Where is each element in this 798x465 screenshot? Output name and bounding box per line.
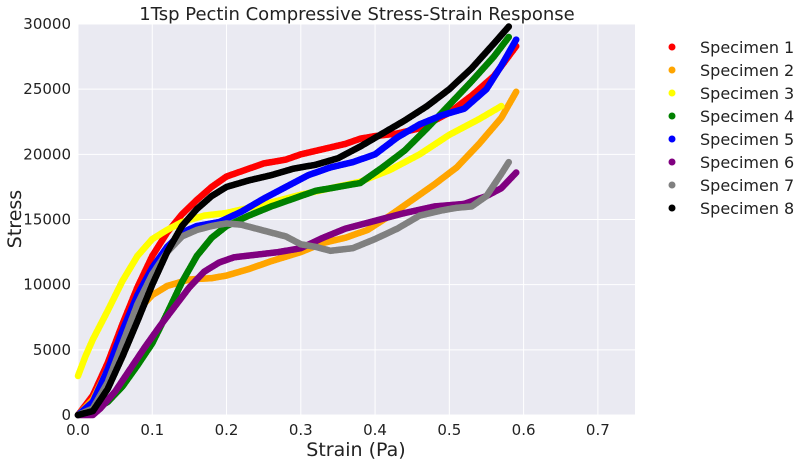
legend-label: Specimen 7 (700, 176, 794, 195)
legend-item: Specimen 3 (668, 84, 794, 103)
data-point (512, 36, 520, 43)
legend-item: Specimen 5 (668, 130, 794, 149)
legend-label: Specimen 6 (700, 153, 794, 172)
x-tick-label: 0.2 (215, 421, 239, 439)
legend-label: Specimen 2 (700, 61, 794, 80)
x-axis-label: Strain (Pa) (306, 439, 405, 461)
data-point (505, 158, 513, 166)
y-axis-label: Stress (4, 190, 26, 248)
x-tick-label: 0.5 (437, 421, 461, 439)
legend-label: Specimen 3 (700, 84, 794, 103)
legend-item: Specimen 4 (668, 107, 794, 126)
y-tick-label: 20000 (23, 145, 71, 163)
legend-item: Specimen 1 (668, 38, 794, 57)
legend-label: Specimen 1 (700, 38, 794, 57)
legend-label: Specimen 4 (700, 107, 794, 126)
data-point (512, 88, 520, 96)
grid-lines (77, 23, 635, 416)
x-tick-label: 0.7 (586, 421, 610, 439)
legend-marker (668, 43, 676, 51)
data-point (505, 23, 513, 30)
data-series (74, 23, 520, 419)
x-tick-label: 0.0 (66, 421, 90, 439)
y-tick-label: 5000 (33, 341, 71, 359)
series-8 (74, 23, 513, 419)
legend-marker (668, 89, 676, 97)
legend-item: Specimen 6 (668, 153, 794, 172)
y-tick-label: 10000 (23, 276, 71, 294)
y-tick-label: 15000 (23, 211, 71, 229)
legend-item: Specimen 8 (668, 199, 794, 218)
x-tick-labels: 0.0 0.1 0.2 0.3 0.4 0.5 0.6 0.7 (66, 421, 610, 439)
y-tick-label: 25000 (23, 80, 71, 98)
x-tick-label: 0.1 (140, 421, 164, 439)
legend: Specimen 1 Specimen 2 Specimen 3 Specimen 4… (668, 38, 794, 218)
data-point (498, 102, 505, 110)
y-tick-labels: 0 5000 10000 15000 20000 25000 30000 (23, 15, 71, 424)
legend-marker (668, 204, 676, 212)
data-point (505, 33, 513, 41)
legend-marker (668, 181, 676, 189)
x-tick-label: 0.4 (363, 421, 387, 439)
legend-marker (668, 135, 676, 143)
x-tick-label: 0.3 (289, 421, 313, 439)
legend-item: Specimen 2 (668, 61, 794, 80)
legend-marker (668, 112, 676, 120)
data-point (512, 169, 520, 176)
chart-title: 1Tsp Pectin Compressive Stress-Strain Re… (139, 4, 575, 25)
legend-label: Specimen 8 (700, 199, 794, 218)
y-tick-label: 30000 (23, 15, 71, 33)
legend-marker (668, 158, 676, 166)
legend-item: Specimen 7 (668, 176, 794, 195)
legend-marker (668, 66, 676, 74)
legend-label: Specimen 5 (700, 130, 794, 149)
y-tick-label: 0 (61, 406, 71, 424)
x-tick-label: 0.6 (512, 421, 536, 439)
